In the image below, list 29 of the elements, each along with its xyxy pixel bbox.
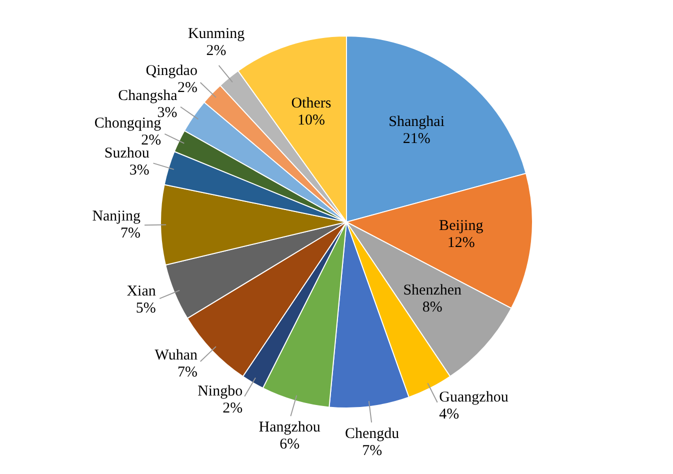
slice-label: Hangzhou [258, 419, 321, 436]
slice-label: Shanghai [388, 114, 444, 130]
data-label: 8% [422, 299, 442, 316]
slice-label: Wuhan [154, 348, 198, 364]
slice-label: Nanjing [92, 208, 142, 225]
slice-label: Shenzhen [403, 282, 462, 298]
data-label: 7% [362, 442, 382, 459]
data-label: 4% [439, 406, 460, 422]
data-label: 2% [177, 80, 198, 96]
slice-label: Others [291, 96, 332, 112]
data-label: 12% [447, 234, 475, 251]
data-label: 6% [280, 436, 300, 452]
data-label: 3% [129, 162, 150, 178]
slice-label: Ningbo [198, 383, 243, 400]
slice-label: Changsha [118, 88, 178, 104]
data-label: 7% [177, 364, 198, 381]
slice-label: Chengdu [344, 426, 400, 442]
data-label: 21% [402, 130, 430, 147]
slice-label: Chongqing [94, 116, 162, 132]
slice-label: Qingdao [146, 63, 198, 80]
data-label: 7% [120, 226, 141, 242]
data-label: 10% [297, 112, 325, 129]
data-label: 2% [206, 42, 226, 59]
slice-label: Guangzhou [439, 389, 509, 406]
data-label: 2% [222, 400, 243, 416]
slice-label: Beijing [439, 218, 484, 234]
data-label: 5% [136, 300, 156, 317]
slice-label: Kunming [188, 26, 246, 42]
slice-label: Xian [126, 284, 156, 300]
